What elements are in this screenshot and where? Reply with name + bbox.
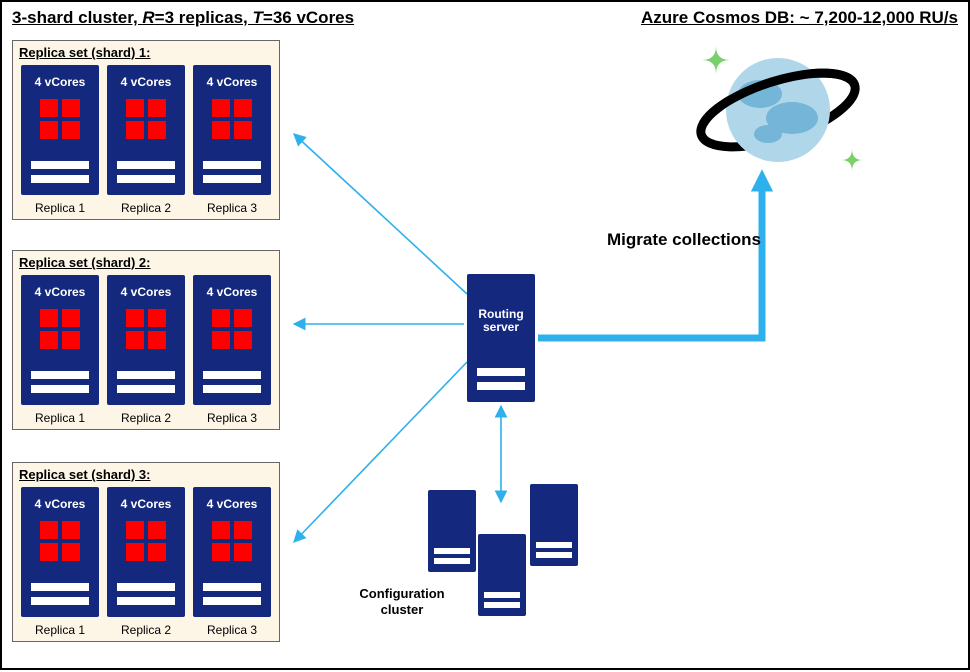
vcores-label: 4 vCores [107, 497, 185, 511]
vcores-label: 4 vCores [107, 285, 185, 299]
shard-box-2: Replica set (shard) 2: 4 vCores Replica 1 4… [12, 250, 280, 430]
replica-caption: Replica 1 [21, 201, 99, 215]
server-icon: 4 vCores [193, 487, 271, 617]
config-server-icon [478, 534, 526, 616]
replica-caption: Replica 1 [21, 623, 99, 637]
server-icon: 4 vCores [193, 65, 271, 195]
replica: 4 vCores [193, 275, 271, 405]
vcores-label: 4 vCores [21, 285, 99, 299]
routing-server-label: Routing server [467, 308, 535, 334]
replica-caption: Replica 3 [193, 201, 271, 215]
server-icon: 4 vCores [21, 487, 99, 617]
replica-caption: Replica 2 [107, 623, 185, 637]
vcores-label: 4 vCores [107, 75, 185, 89]
vcores-label: 4 vCores [193, 75, 271, 89]
replica: 4 vCores [107, 65, 185, 195]
replica-caption: Replica 2 [107, 201, 185, 215]
shard-box-1: Replica set (shard) 1: 4 vCores Replica 1 4… [12, 40, 280, 220]
replica: 4 vCores [21, 275, 99, 405]
shard-label: Replica set (shard) 1: [19, 45, 151, 60]
replica: 4 vCores [193, 487, 271, 617]
diagram-canvas: 3-shard cluster, R=3 replicas, T=36 vCor… [0, 0, 970, 670]
config-server-icon [530, 484, 578, 566]
server-icon: 4 vCores [193, 275, 271, 405]
vcores-label: 4 vCores [193, 285, 271, 299]
replica: 4 vCores [193, 65, 271, 195]
replica: 4 vCores [107, 487, 185, 617]
config-cluster-label: Configuration cluster [342, 586, 462, 617]
title-right: Azure Cosmos DB: ~ 7,200-12,000 RU/s [641, 8, 958, 28]
replica-caption: Replica 3 [193, 411, 271, 425]
shard-label: Replica set (shard) 2: [19, 255, 151, 270]
vcores-label: 4 vCores [21, 75, 99, 89]
replica: 4 vCores [21, 65, 99, 195]
migrate-label: Migrate collections [607, 230, 761, 250]
replica: 4 vCores [107, 275, 185, 405]
replica: 4 vCores [21, 487, 99, 617]
replica-caption: Replica 3 [193, 623, 271, 637]
replica-caption: Replica 2 [107, 411, 185, 425]
config-server-icon [428, 490, 476, 572]
replica-caption: Replica 1 [21, 411, 99, 425]
routing-server: Routing server [467, 274, 535, 402]
server-icon: 4 vCores [107, 275, 185, 405]
server-icon: 4 vCores [21, 275, 99, 405]
shard-label: Replica set (shard) 3: [19, 467, 151, 482]
vcores-label: 4 vCores [193, 497, 271, 511]
server-icon: 4 vCores [21, 65, 99, 195]
vcores-label: 4 vCores [21, 497, 99, 511]
server-icon: 4 vCores [107, 65, 185, 195]
shard-box-3: Replica set (shard) 3: 4 vCores Replica 1 4… [12, 462, 280, 642]
server-icon: 4 vCores [107, 487, 185, 617]
title-left: 3-shard cluster, R=3 replicas, T=36 vCor… [12, 8, 354, 28]
